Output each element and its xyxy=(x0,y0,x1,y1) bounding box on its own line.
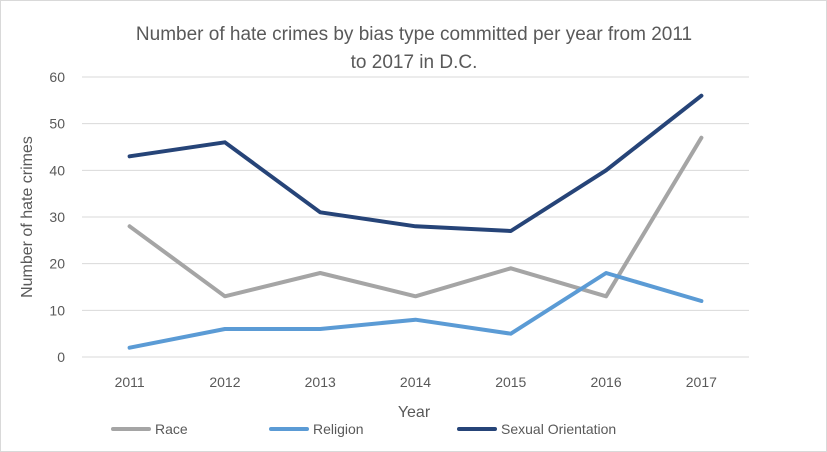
y-tick-label: 0 xyxy=(57,349,65,365)
y-tick-label: 60 xyxy=(49,69,65,85)
y-tick-label: 50 xyxy=(49,116,65,132)
x-tick-label: 2017 xyxy=(686,374,717,390)
x-axis-title: Year xyxy=(398,404,431,421)
x-tick-label: 2016 xyxy=(590,374,621,390)
series-line-religion xyxy=(127,271,704,350)
y-axis-ticks: 0 10 20 30 40 50 60 xyxy=(49,69,65,365)
series-line-sexual-orientation xyxy=(127,93,704,233)
y-tick-label: 20 xyxy=(49,256,65,272)
y-axis-title: Number of hate crimes xyxy=(19,136,36,298)
gridlines xyxy=(82,76,749,358)
chart-title-line-1: Number of hate crimes by bias type commi… xyxy=(136,24,692,45)
legend-label: Sexual Orientation xyxy=(501,421,616,437)
x-axis-ticks: 2011 2012 2013 2014 2015 2016 2017 xyxy=(115,374,718,390)
y-tick-label: 30 xyxy=(49,209,65,225)
x-tick-label: 2012 xyxy=(209,374,240,390)
x-tick-label: 2014 xyxy=(400,374,431,390)
x-tick-label: 2011 xyxy=(115,374,145,390)
legend: Race Religion Sexual Orientation xyxy=(111,421,616,437)
chart-title-line-2: to 2017 in D.C. xyxy=(351,52,478,73)
series-lines xyxy=(127,93,704,350)
y-tick-label: 10 xyxy=(49,302,65,318)
x-tick-label: 2015 xyxy=(495,374,526,390)
x-tick-label: 2013 xyxy=(305,374,336,390)
series-line-race xyxy=(127,135,704,299)
legend-label: Race xyxy=(155,421,188,437)
legend-label: Religion xyxy=(313,421,364,437)
chart-title: Number of hate crimes by bias type commi… xyxy=(136,24,692,73)
y-tick-label: 40 xyxy=(49,162,65,178)
